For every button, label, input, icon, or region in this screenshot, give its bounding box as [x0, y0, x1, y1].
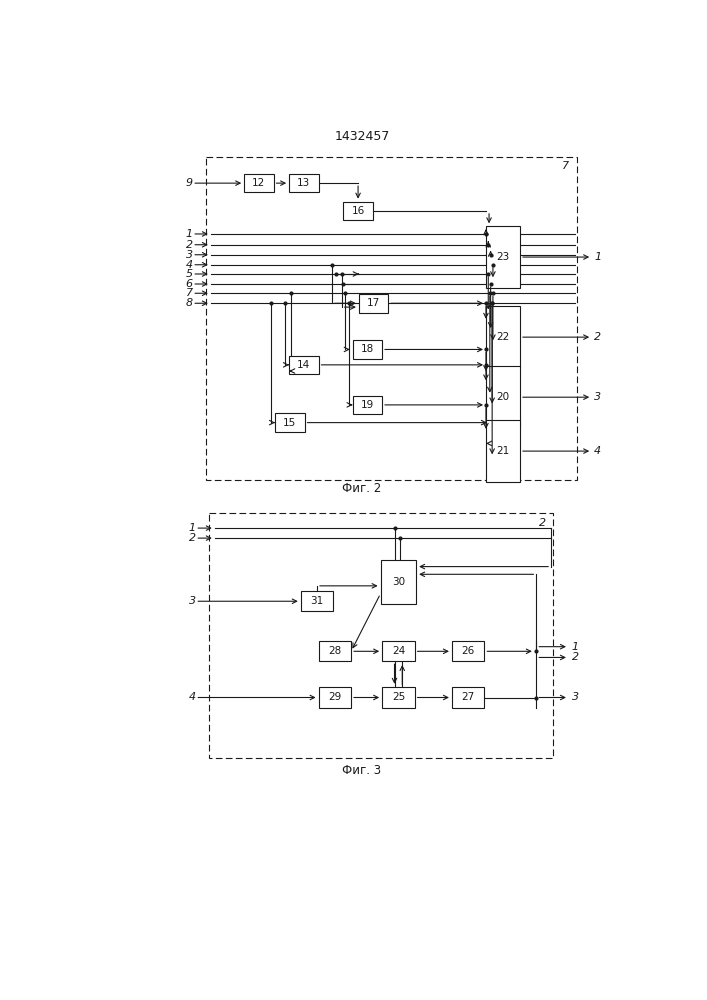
- Text: 2: 2: [539, 518, 546, 528]
- Bar: [486, 420, 520, 482]
- Bar: [289, 356, 319, 374]
- Bar: [452, 641, 484, 661]
- Text: 2: 2: [189, 533, 196, 543]
- Bar: [452, 687, 484, 708]
- Text: 20: 20: [496, 392, 510, 402]
- Text: Фиг. 3: Фиг. 3: [342, 764, 382, 777]
- Bar: [486, 226, 520, 288]
- Text: 23: 23: [496, 252, 510, 262]
- Text: 30: 30: [392, 577, 405, 587]
- Text: 6: 6: [185, 279, 193, 289]
- Bar: [486, 366, 520, 428]
- Bar: [275, 413, 305, 432]
- Text: 19: 19: [361, 400, 374, 410]
- Text: 1: 1: [594, 252, 601, 262]
- Bar: [209, 513, 554, 758]
- Text: 3: 3: [185, 250, 193, 260]
- Text: 2: 2: [185, 240, 193, 250]
- Text: 28: 28: [328, 646, 341, 656]
- Text: 29: 29: [328, 692, 341, 702]
- Bar: [244, 174, 274, 192]
- Text: 27: 27: [462, 692, 474, 702]
- Text: 2: 2: [594, 332, 601, 342]
- Text: 8: 8: [185, 298, 193, 308]
- Text: 18: 18: [361, 344, 374, 354]
- Text: 22: 22: [496, 332, 510, 342]
- Text: 13: 13: [297, 178, 310, 188]
- Bar: [353, 396, 382, 414]
- Bar: [300, 591, 333, 611]
- Bar: [344, 202, 373, 220]
- Bar: [353, 340, 382, 359]
- Text: 1: 1: [571, 642, 578, 652]
- Text: 3: 3: [189, 596, 196, 606]
- Text: 9: 9: [185, 178, 193, 188]
- Text: 17: 17: [367, 298, 380, 308]
- Text: Фиг. 2: Фиг. 2: [342, 482, 382, 495]
- Bar: [382, 687, 414, 708]
- Text: 25: 25: [392, 692, 405, 702]
- Text: 3: 3: [594, 392, 601, 402]
- Bar: [382, 641, 414, 661]
- Text: 4: 4: [189, 692, 196, 702]
- Text: 2: 2: [571, 652, 578, 662]
- Text: 1432457: 1432457: [334, 130, 390, 143]
- Text: 4: 4: [185, 260, 193, 270]
- Text: 14: 14: [297, 360, 310, 370]
- Text: 31: 31: [310, 596, 324, 606]
- Text: 12: 12: [252, 178, 266, 188]
- Bar: [359, 294, 388, 312]
- Text: 21: 21: [496, 446, 510, 456]
- Text: 1: 1: [189, 523, 196, 533]
- Text: 15: 15: [284, 418, 296, 428]
- Bar: [319, 641, 351, 661]
- Text: 26: 26: [462, 646, 474, 656]
- Bar: [380, 560, 416, 604]
- Bar: [319, 687, 351, 708]
- Text: 7: 7: [185, 288, 193, 298]
- Text: 16: 16: [351, 206, 365, 216]
- Bar: [486, 306, 520, 368]
- Text: 24: 24: [392, 646, 405, 656]
- Bar: [289, 174, 319, 192]
- Text: 4: 4: [594, 446, 601, 456]
- Bar: [206, 157, 577, 480]
- Text: 3: 3: [571, 692, 578, 702]
- Text: 7: 7: [562, 161, 569, 171]
- Text: 5: 5: [185, 269, 193, 279]
- Text: 1: 1: [185, 229, 193, 239]
